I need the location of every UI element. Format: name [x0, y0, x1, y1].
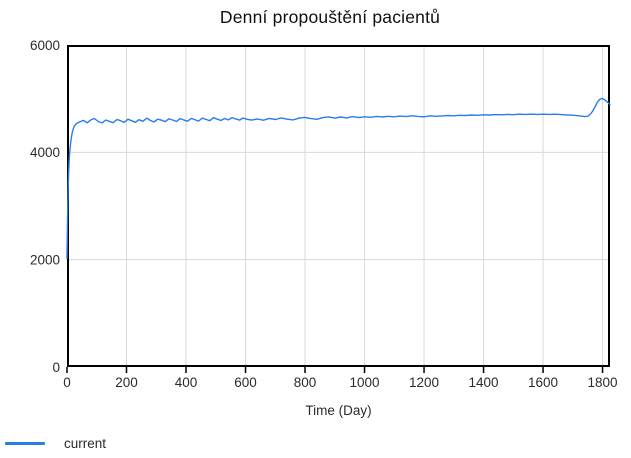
- x-tick-label: 1800: [588, 375, 618, 390]
- chart-title: Denní propouštění pacientů: [219, 7, 441, 27]
- y-tick-label: 2000: [30, 252, 60, 267]
- legend-swatch-current: [5, 441, 45, 445]
- x-tick-label: 1000: [350, 375, 380, 390]
- series-line-current: [66, 97, 611, 260]
- x-tick-label: 1200: [409, 375, 439, 390]
- x-tick-label: 800: [294, 375, 317, 390]
- legend: current: [5, 434, 106, 452]
- x-tick-label: 1400: [469, 375, 499, 390]
- y-tick-label: 0: [52, 360, 60, 375]
- x-tick-label: 600: [234, 375, 257, 390]
- x-tick-label: 200: [115, 375, 138, 390]
- plot-border: [67, 45, 610, 367]
- y-tick-label: 4000: [30, 145, 60, 160]
- y-tick-label: 6000: [30, 38, 60, 53]
- legend-label-current: current: [64, 435, 107, 451]
- x-tick-label: 400: [175, 375, 198, 390]
- x-tick-label: 1600: [528, 375, 558, 390]
- x-tick-label: 0: [63, 375, 71, 390]
- x-axis-title: Time (Day): [305, 403, 372, 418]
